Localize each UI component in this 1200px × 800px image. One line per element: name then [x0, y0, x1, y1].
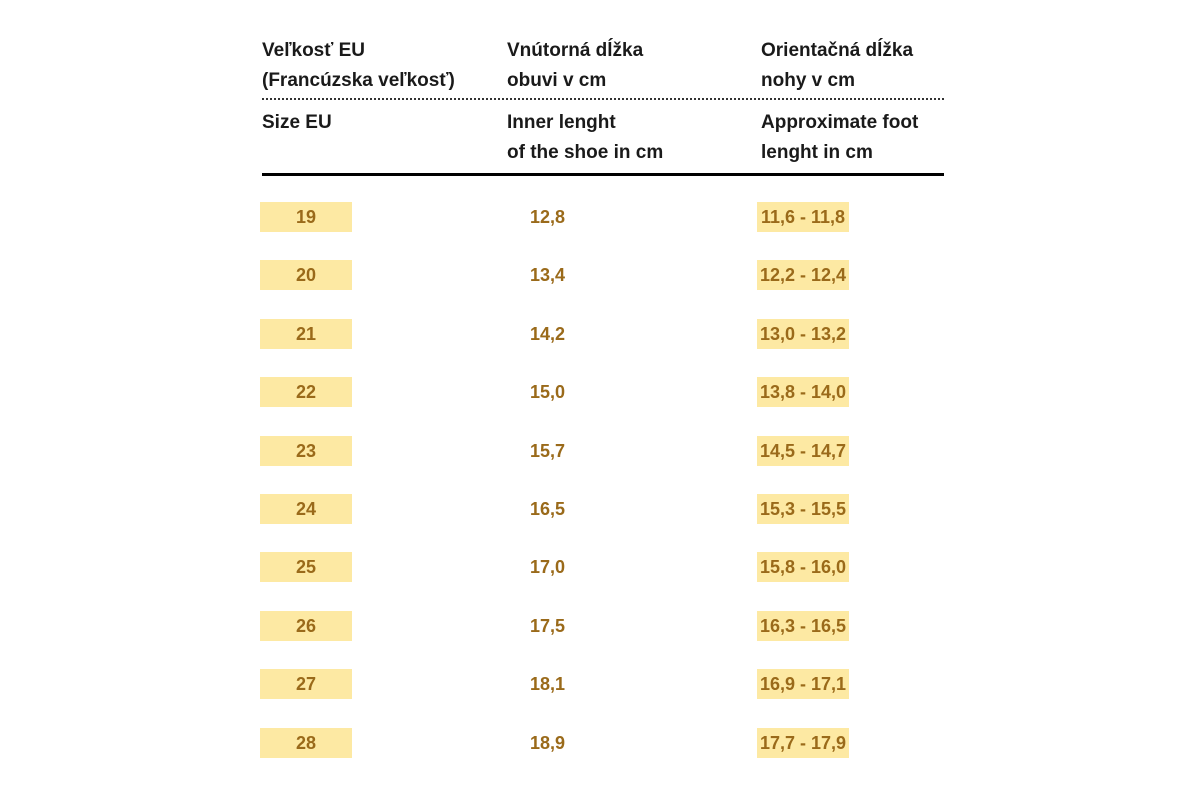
size-eu-cell: 23 — [260, 435, 352, 466]
foot-length-cell: 17,7 - 17,9 — [757, 727, 849, 758]
size-eu-cell: 25 — [260, 552, 352, 583]
foot-length-cell: 15,8 - 16,0 — [757, 552, 849, 583]
inner-length-cell: 15,0 — [530, 382, 566, 403]
size-eu-cell: 19 — [260, 202, 352, 232]
size-eu-cell: 22 — [260, 377, 352, 408]
table-row: 19 12,8 11,6 - 11,8 — [260, 202, 944, 260]
inner-length-cell: 18,9 — [530, 732, 566, 753]
header-divider — [262, 173, 944, 176]
table-row: 23 15,7 14,5 - 14,7 — [260, 435, 944, 494]
foot-length-cell: 11,6 - 11,8 — [757, 202, 849, 232]
table-row: 27 18,1 16,9 - 17,1 — [260, 669, 944, 727]
inner-length-cell: 18,1 — [530, 674, 566, 695]
inner-length-cell: 13,4 — [530, 265, 566, 286]
header-foot-length-sk: Orientačná dĺžka nohy v cm — [761, 40, 914, 91]
table-row: 26 17,5 16,3 - 16,5 — [260, 610, 944, 669]
foot-length-cell: 14,5 - 14,7 — [757, 435, 849, 466]
header-row-english: Size EU Inner lenght of the shoe in cm A… — [262, 100, 944, 173]
foot-length-cell: 15,3 - 15,5 — [757, 493, 849, 524]
foot-length-cell: 16,9 - 17,1 — [757, 669, 849, 700]
inner-length-cell: 12,8 — [530, 207, 566, 227]
header-row-slovak: Veľkosť EU (Francúzska veľkosť) Vnútorná… — [262, 32, 944, 98]
dotted-divider — [262, 98, 944, 100]
size-eu-cell: 24 — [260, 493, 352, 524]
header-foot-length-en: Approximate foot lenght in cm — [761, 112, 919, 163]
inner-length-cell: 17,5 — [530, 615, 566, 636]
table-row: 25 17,0 15,8 - 16,0 — [260, 552, 944, 610]
header-size-en: Size EU — [262, 112, 332, 133]
table-body: 19 12,8 11,6 - 11,8 20 13,4 12,2 - 12,4 21 14,2… — [260, 202, 944, 786]
size-eu-cell: 21 — [260, 318, 352, 349]
table-row: 22 15,0 13,8 - 14,0 — [260, 377, 944, 435]
table-row: 21 14,2 13,0 - 13,2 — [260, 318, 944, 377]
inner-length-cell: 16,5 — [530, 498, 566, 519]
table-row: 20 13,4 12,2 - 12,4 — [260, 260, 944, 318]
size-chart-table: Veľkosť EU (Francúzska veľkosť) Vnútorná… — [260, 32, 944, 786]
header-size-sk: Veľkosť EU (Francúzska veľkosť) — [262, 40, 455, 91]
foot-length-cell: 12,2 - 12,4 — [757, 260, 849, 291]
size-eu-cell: 20 — [260, 260, 352, 291]
inner-length-cell: 14,2 — [530, 323, 566, 344]
header-inner-length-en: Inner lenght of the shoe in cm — [507, 112, 664, 163]
foot-length-cell: 16,3 - 16,5 — [757, 610, 849, 641]
table-row: 28 18,9 17,7 - 17,9 — [260, 727, 944, 786]
size-eu-cell: 28 — [260, 727, 352, 758]
size-eu-cell: 26 — [260, 610, 352, 641]
foot-length-cell: 13,0 - 13,2 — [757, 318, 849, 349]
inner-length-cell: 17,0 — [530, 557, 566, 578]
foot-length-cell: 13,8 - 14,0 — [757, 377, 849, 408]
size-eu-cell: 27 — [260, 669, 352, 700]
header-inner-length-sk: Vnútorná dĺžka obuvi v cm — [507, 40, 644, 91]
table-row: 24 16,5 15,3 - 15,5 — [260, 493, 944, 552]
inner-length-cell: 15,7 — [530, 440, 566, 461]
